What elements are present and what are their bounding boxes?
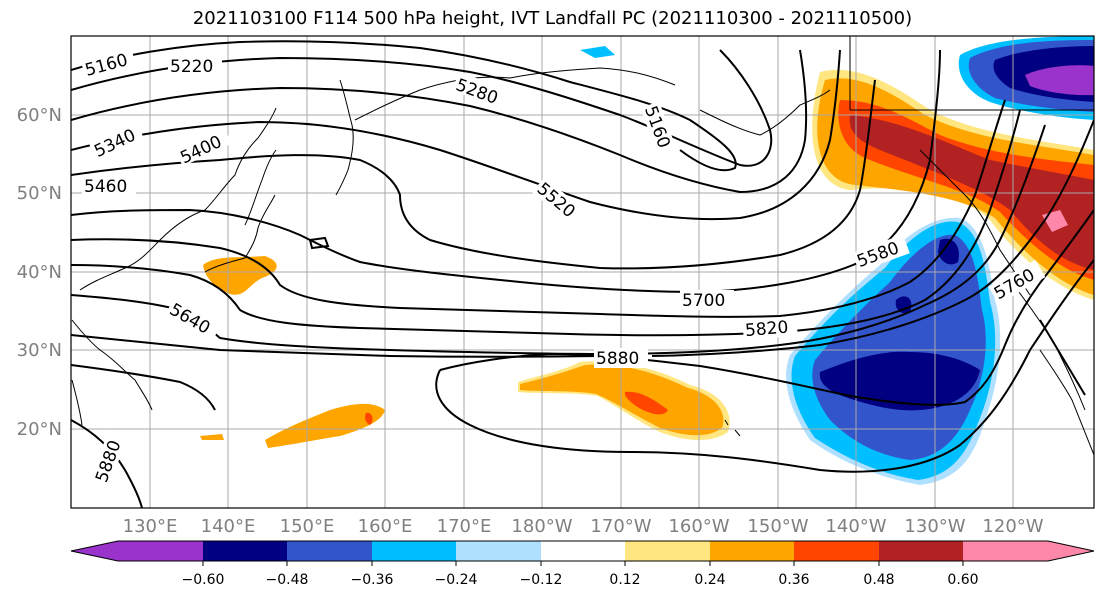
colorbar-tick: −0.24: [435, 572, 478, 588]
lat-label: 30°N: [17, 340, 62, 361]
colorbar-segment: [203, 541, 287, 561]
colorbar-segment: [118, 541, 203, 561]
colorbar-tick: −0.12: [520, 572, 563, 588]
lon-label: 140°E: [201, 516, 256, 537]
colorbar-segment: [625, 541, 710, 561]
colorbar-max-extend: [1048, 541, 1094, 561]
colorbar-min-extend: [71, 541, 118, 561]
lon-label: 160°E: [358, 516, 413, 537]
lon-label: 130°E: [123, 516, 178, 537]
lon-label: 150°W: [747, 516, 808, 537]
contour-label: 5700: [682, 291, 725, 311]
lat-label: 40°N: [17, 262, 62, 283]
colorbar-segment: [963, 541, 1048, 561]
colorbar-segment: [794, 541, 879, 561]
map-title: 2021103100 F114 500 hPa height, IVT Land…: [192, 8, 913, 29]
height-contours: [71, 40, 1094, 508]
colorbar-tick: −0.48: [266, 572, 309, 588]
lon-label: 170°E: [437, 516, 492, 537]
colorbar-segment: [541, 541, 625, 561]
lon-label: 130°W: [904, 516, 965, 537]
colorbar: −0.60 −0.48 −0.36 −0.24 −0.12 0.12 0.24 …: [70, 540, 1095, 588]
contour-label: 5460: [84, 177, 127, 197]
colorbar-segment: [710, 541, 794, 561]
colorbar-segment: [456, 541, 541, 561]
colorbar-segment: [879, 541, 963, 561]
coastlines: [71, 36, 1094, 456]
colorbar-tick: 0.12: [609, 572, 640, 588]
lon-label: 180°W: [511, 516, 572, 537]
lat-label: 60°N: [17, 105, 62, 126]
longitude-axis: 130°E 140°E 150°E 160°E 170°E 180°W 170°…: [123, 516, 1044, 537]
lat-label: 50°N: [17, 183, 62, 204]
colorbar-tick: 0.48: [863, 572, 894, 588]
negative-anomaly-shading: [580, 36, 1094, 485]
colorbar-segment: [287, 541, 372, 561]
contour-label: 5820: [744, 317, 789, 341]
colorbar-tick: 0.24: [694, 572, 725, 588]
map-frame: [70, 35, 1095, 509]
lon-label: 120°W: [982, 516, 1043, 537]
latitude-axis: 60°N 50°N 40°N 30°N 20°N: [17, 105, 62, 440]
colorbar-tick: −0.60: [182, 572, 225, 588]
colorbar-tick: −0.36: [351, 572, 394, 588]
lon-label: 140°W: [825, 516, 886, 537]
graticule: [71, 36, 1094, 508]
positive-anomaly-shading: [200, 69, 1094, 448]
colorbar-tick: 0.36: [778, 572, 809, 588]
lon-label: 150°E: [280, 516, 335, 537]
contour-label: 5220: [170, 57, 213, 77]
contour-label: 5880: [596, 349, 639, 369]
colorbar-outline: [70, 540, 1095, 562]
colorbar-tick: 0.60: [947, 572, 978, 588]
colorbar-segment: [372, 541, 456, 561]
lon-label: 160°W: [668, 516, 729, 537]
map-panel: 5160 5220 5280 5340 5400 5460 5520 5160 …: [71, 36, 1094, 508]
lat-label: 20°N: [17, 419, 62, 440]
lon-label: 170°W: [590, 516, 651, 537]
